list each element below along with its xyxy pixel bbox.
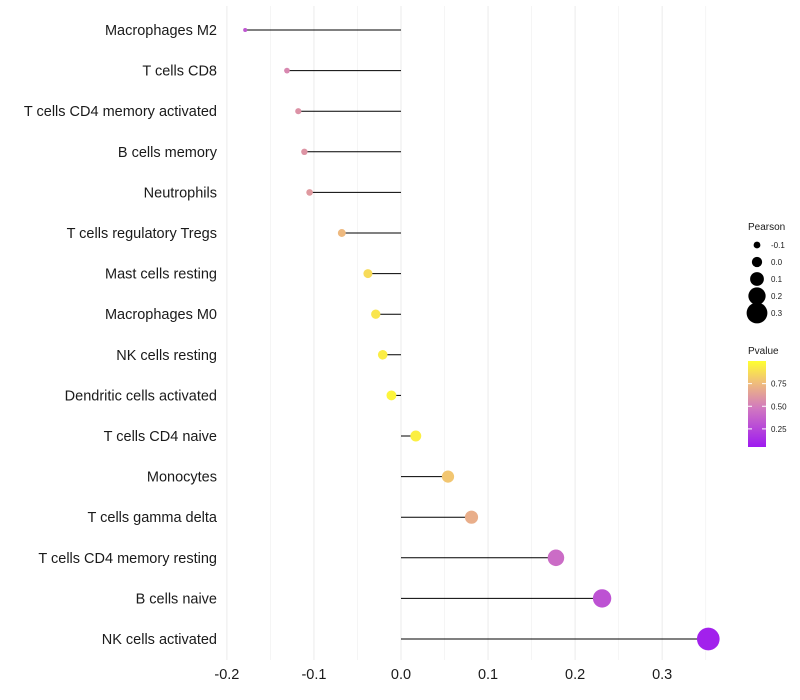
point-1: [284, 67, 290, 74]
point-6: [363, 269, 373, 279]
point-11: [441, 470, 455, 483]
grid: [226, 6, 707, 660]
pearson-legend-key-2: [750, 272, 764, 286]
pearson-legend-key-4: [746, 302, 768, 324]
x-tick-label-5: 0.3: [652, 667, 672, 683]
pvalue-legend-title: Pvalue: [748, 346, 779, 357]
pearson-legend-label-0: -0.1: [771, 241, 785, 250]
pearson-legend: Pearson -0.1 0.0 0.1 0.2 0.3: [746, 222, 785, 324]
point-7: [371, 309, 381, 319]
pearson-legend-label-3: 0.2: [771, 292, 783, 301]
point-10: [410, 430, 422, 442]
category-label-1: T cells CD8: [142, 64, 217, 80]
point-9: [386, 390, 397, 401]
category-label-6: Mast cells resting: [105, 267, 217, 283]
pvalue-legend-label-1: 0.50: [771, 402, 787, 411]
category-label-10: T cells CD4 naive: [104, 429, 217, 445]
pvalue-colorbar: [748, 361, 766, 447]
pearson-legend-label-2: 0.1: [771, 275, 783, 284]
x-tick-label-4: 0.2: [565, 667, 585, 683]
pearson-legend-key-0: [753, 241, 761, 249]
x-axis-ticks: -0.2 -0.1 0.0 0.1 0.2 0.3: [214, 667, 672, 683]
point-3: [301, 148, 308, 156]
category-label-9: Dendritic cells activated: [65, 388, 217, 404]
point-15: [696, 627, 720, 651]
category-label-0: Macrophages M2: [105, 23, 217, 39]
points: [243, 27, 720, 651]
pvalue-legend-label-2: 0.25: [771, 425, 787, 434]
category-label-3: B cells memory: [118, 145, 218, 161]
pearson-legend-label-4: 0.3: [771, 309, 783, 318]
category-label-5: T cells regulatory Tregs: [67, 226, 217, 242]
point-12: [464, 510, 479, 524]
pearson-legend-key-1: [751, 256, 763, 268]
point-4: [306, 189, 313, 196]
pearson-legend-title: Pearson: [748, 222, 785, 233]
x-tick-label-2: 0.0: [391, 667, 411, 683]
point-5: [337, 229, 346, 237]
category-labels: Macrophages M2 T cells CD8 T cells CD4 mem…: [24, 23, 218, 648]
x-tick-label-1: -0.1: [301, 667, 326, 683]
x-tick-label-0: -0.2: [214, 667, 239, 683]
category-label-7: Macrophages M0: [105, 307, 217, 323]
pearson-legend-label-1: 0.0: [771, 258, 783, 267]
category-label-11: Monocytes: [147, 470, 217, 486]
x-tick-label-3: 0.1: [478, 667, 498, 683]
category-label-14: B cells naive: [136, 591, 217, 607]
point-0: [243, 27, 248, 33]
stems: [245, 29, 709, 640]
category-label-15: NK cells activated: [102, 632, 217, 648]
pvalue-legend: Pvalue 0.75 0.50 0.25: [748, 346, 787, 447]
category-label-12: T cells gamma delta: [88, 510, 218, 526]
point-2: [295, 108, 302, 115]
pearson-legend-key-3: [748, 287, 766, 305]
category-label-2: T cells CD4 memory activated: [24, 104, 217, 120]
point-8: [377, 350, 388, 360]
pvalue-legend-label-0: 0.75: [771, 380, 787, 389]
category-label-8: NK cells resting: [116, 348, 217, 364]
point-14: [592, 589, 612, 608]
point-13: [547, 549, 565, 567]
category-label-13: T cells CD4 memory resting: [38, 551, 217, 567]
category-label-4: Neutrophils: [144, 185, 217, 201]
